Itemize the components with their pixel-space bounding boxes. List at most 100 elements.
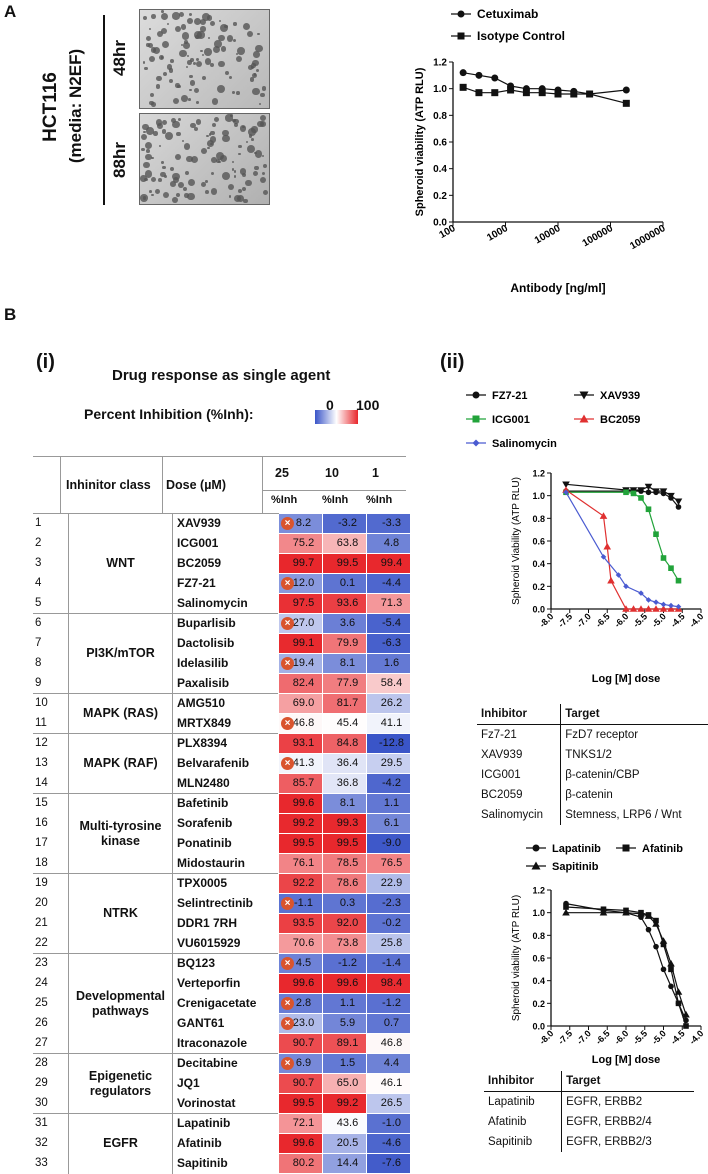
- spheroid-dot: [255, 150, 263, 158]
- inhibition-value: -7.6: [382, 1157, 401, 1169]
- heatmap-row: 3 BC2059 99.7 99.5 99.4: [33, 553, 411, 574]
- micrograph-88hr: [139, 113, 270, 205]
- spheroid-dot: [156, 30, 163, 37]
- inhibition-value: 90.7: [292, 1077, 315, 1089]
- inhibition-cell: × 19.4: [278, 653, 323, 674]
- data-point: [554, 90, 562, 98]
- subheader-inh-10: %Inh: [322, 494, 349, 506]
- inhibition-value: 26.5: [380, 1097, 403, 1109]
- spheroid-dot: [186, 54, 190, 57]
- spheroid-dot: [195, 60, 203, 68]
- spheroid-dot: [255, 68, 259, 72]
- inhibition-value: 6.1: [383, 817, 400, 829]
- x-tick-label: -6.0: [612, 611, 630, 629]
- spheroid-dot: [144, 170, 153, 178]
- row-index: 23: [33, 953, 69, 974]
- data-point: [562, 481, 570, 489]
- target-name: TNKS1/2: [565, 749, 612, 761]
- row-index: 17: [35, 837, 48, 849]
- row-index: 28: [33, 1053, 69, 1074]
- data-point: [623, 489, 629, 496]
- spheroid-dot: [155, 119, 163, 126]
- spheroid-dot: [204, 48, 212, 56]
- heatmap-table: 1 WNT XAV939 × 8.2 -3.2 -3.3 2 ICG001 75.2 63.8 4.8…: [33, 513, 411, 1174]
- inhibition-cell: 29.5: [366, 753, 411, 774]
- inhibition-cell: -4.4: [366, 573, 411, 594]
- inhibition-value: -1.2: [338, 957, 357, 969]
- inhibition-value: 78.5: [336, 857, 359, 869]
- spheroid-dot: [201, 54, 204, 57]
- drug-name: Bafetinib: [172, 793, 279, 814]
- row-index: 32: [35, 1137, 48, 1149]
- legend-label: Lapatinib: [552, 843, 601, 855]
- inhibition-cell: 97.5: [278, 593, 323, 614]
- col-header-class: Inhinitor class: [66, 478, 151, 492]
- y-tick-label: 0.4: [532, 976, 545, 986]
- inhibition-cell: 99.2: [278, 813, 323, 834]
- target-row: Fz7-21 FzD7 receptor: [477, 724, 708, 745]
- spheroid-dot: [260, 92, 265, 98]
- spheroid-dot: [245, 179, 252, 186]
- drug-name: Midostaurin: [177, 855, 245, 870]
- drug-name: Itraconazole: [177, 1035, 248, 1050]
- spheroid-dot: [158, 144, 162, 148]
- inhibition-cell: 43.6: [322, 1113, 367, 1134]
- inhibition-cell: 0.3: [322, 893, 367, 914]
- spheroid-dot: [246, 145, 255, 154]
- inhibition-cell: 45.4: [322, 713, 367, 734]
- inhibition-cell: 73.8: [322, 933, 367, 954]
- inhibition-cell: -9.0: [366, 833, 411, 854]
- spheroid-dot: [201, 181, 207, 187]
- data-point: [659, 605, 668, 612]
- row-index: 26: [35, 1017, 48, 1029]
- target-name: FzD7 receptor: [565, 729, 639, 741]
- spheroid-dot: [257, 32, 260, 36]
- spheroid-dot: [251, 126, 258, 133]
- inhibition-cell: 1.1: [322, 993, 367, 1014]
- inhibition-value: -1.0: [382, 1117, 401, 1129]
- inhibitor-class-cell: EGFR: [68, 1113, 173, 1174]
- bracket-line: [103, 15, 105, 205]
- inhibition-cell: 46.1: [366, 1073, 411, 1094]
- spheroid-dot: [160, 10, 164, 13]
- spheroid-dot: [149, 55, 156, 62]
- inhibition-value: 0.1: [339, 577, 356, 589]
- inhibition-value: 80.2: [292, 1157, 315, 1169]
- heatmap-row: 5 Salinomycin 97.5 93.6 71.3: [33, 593, 411, 614]
- inhibition-cell: 85.7: [278, 773, 323, 794]
- inhibition-cell: 90.7: [278, 1033, 323, 1054]
- inhibition-value: -4.4: [382, 577, 401, 589]
- color-scale-bar: [315, 410, 358, 424]
- spheroid-dot: [236, 53, 239, 56]
- target-inhibitor: Fz7-21: [477, 724, 562, 745]
- inhibition-cell: 98.4: [366, 973, 411, 994]
- spheroid-dot: [151, 102, 156, 108]
- data-point: [637, 910, 645, 917]
- spheroid-dot: [186, 155, 193, 163]
- data-point: [630, 490, 637, 497]
- spheroid-dot: [147, 43, 153, 49]
- inhibition-value: 76.1: [292, 857, 315, 869]
- spheroid-dot: [172, 97, 180, 104]
- data-point: [563, 904, 569, 910]
- inhibition-cell: × 23.0: [278, 1013, 323, 1034]
- inhibition-value: 20.5: [336, 1137, 359, 1149]
- series-line: [565, 906, 687, 1027]
- inhibition-value: -12.8: [378, 737, 405, 749]
- data-point: [659, 488, 668, 495]
- data-point: [457, 32, 465, 40]
- spheroid-dot: [143, 161, 151, 169]
- inhibition-value: 4.5: [295, 957, 312, 969]
- spheroid-dot: [160, 28, 167, 35]
- spheroid-dot: [162, 71, 168, 76]
- chart-b-ii-wnt-dose-response: 0.00.20.40.60.81.01.2-8.0 -7.5 -7.0 -6.5 -6.…: [466, 390, 705, 685]
- inhibition-cell: 25.8: [366, 933, 411, 954]
- data-point: [538, 89, 546, 97]
- row-index: 12: [33, 733, 69, 754]
- spheroid-dot: [187, 18, 194, 24]
- target-name: β-catenin/CBP: [565, 769, 640, 781]
- spheroid-dot: [208, 36, 211, 39]
- x-tick-label: -6.5: [594, 1028, 612, 1046]
- spheroid-dot: [207, 146, 210, 150]
- inhibition-value: -1.4: [382, 957, 401, 969]
